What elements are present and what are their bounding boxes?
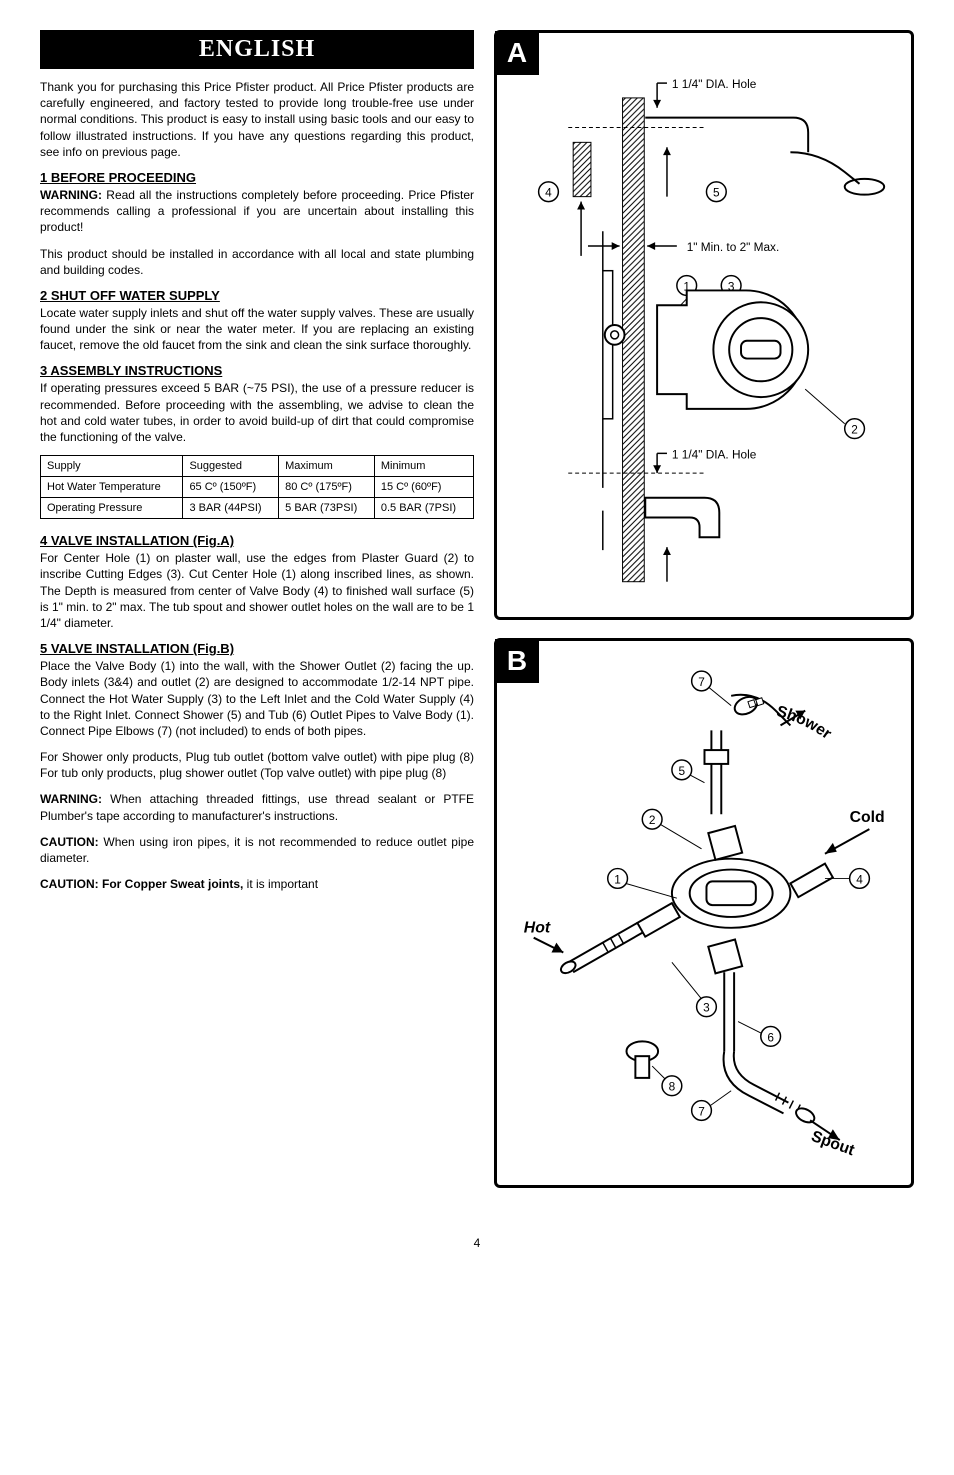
figB-callout-4: 4 [856, 872, 863, 886]
section-4-heading: 4 VALVE INSTALLATION (Fig.A) [40, 533, 474, 548]
figB-callout-8: 8 [669, 1080, 676, 1094]
figure-a: A 1 1/4" DIA. Hole [494, 30, 914, 620]
section-5-caution2: CAUTION: For Copper Sweat joints, it is … [40, 876, 474, 892]
warning-text: Read all the instructions completely bef… [40, 188, 474, 234]
cell: 3 BAR (44PSI) [183, 498, 279, 519]
figB-cold-label: Cold [850, 809, 885, 826]
figure-a-svg: 1 1/4" DIA. Hole [509, 45, 899, 605]
table-header-row: Supply Suggested Maximum Minimum [41, 456, 474, 477]
figure-b: B 7 Shower [494, 638, 914, 1188]
figA-depth-label: 1" Min. to 2" Max. [687, 240, 780, 254]
section-4-body: For Center Hole (1) on plaster wall, use… [40, 550, 474, 631]
figA-bottom-hole-label: 1 1/4" DIA. Hole [672, 447, 757, 461]
page-number: 4 [40, 1236, 914, 1250]
figure-b-label: B [495, 639, 539, 683]
intro-paragraph: Thank you for purchasing this Price Pfis… [40, 79, 474, 160]
section-3-heading: 3 ASSEMBLY INSTRUCTIONS [40, 363, 474, 378]
section-3-body: If operating pressures exceed 5 BAR (~75… [40, 380, 474, 445]
table-row: Hot Water Temperature 65 Cº (150ºF) 80 C… [41, 477, 474, 498]
cell: Hot Water Temperature [41, 477, 183, 498]
th-minimum: Minimum [374, 456, 473, 477]
caution-label: CAUTION: [40, 835, 99, 849]
section-1-warning: WARNING: Read all the instructions compl… [40, 187, 474, 236]
th-supply: Supply [41, 456, 183, 477]
section-1-p2: This product should be installed in acco… [40, 246, 474, 278]
cell: 0.5 BAR (7PSI) [374, 498, 473, 519]
warning-text: When attaching threaded fittings, use th… [40, 792, 474, 822]
spec-table: Supply Suggested Maximum Minimum Hot Wat… [40, 455, 474, 519]
section-5-p1: Place the Valve Body (1) into the wall, … [40, 658, 474, 739]
cell: 80 Cº (175ºF) [279, 477, 375, 498]
th-suggested: Suggested [183, 456, 279, 477]
figA-callout-4: 4 [545, 186, 552, 200]
figA-callout-5: 5 [713, 186, 720, 200]
warning-label: WARNING: [40, 188, 102, 202]
section-5-heading: 5 VALVE INSTALLATION (Fig.B) [40, 641, 474, 656]
cell: Operating Pressure [41, 498, 183, 519]
section-2-heading: 2 SHUT OFF WATER SUPPLY [40, 288, 474, 303]
cell: 5 BAR (73PSI) [279, 498, 375, 519]
section-5-warning: WARNING: When attaching threaded fitting… [40, 791, 474, 823]
cell: 65 Cº (150ºF) [183, 477, 279, 498]
figB-callout-6: 6 [767, 1030, 774, 1044]
table-row: Operating Pressure 3 BAR (44PSI) 5 BAR (… [41, 498, 474, 519]
caution-text: When using iron pipes, it is not recomme… [40, 835, 474, 865]
figB-callout-1: 1 [614, 872, 621, 886]
figB-callout-2: 2 [649, 813, 656, 827]
language-title: ENGLISH [40, 30, 474, 69]
figB-callout-7-top: 7 [698, 675, 705, 689]
figB-callout-5: 5 [678, 764, 685, 778]
section-2-body: Locate water supply inlets and shut off … [40, 305, 474, 354]
figure-a-label: A [495, 31, 539, 75]
warning-label: WARNING: [40, 792, 102, 806]
cell: 15 Cº (60ºF) [374, 477, 473, 498]
section-5-caution1: CAUTION: When using iron pipes, it is no… [40, 834, 474, 866]
figA-top-hole-label: 1 1/4" DIA. Hole [672, 77, 757, 91]
section-1-heading: 1 BEFORE PROCEEDING [40, 170, 474, 185]
section-5-p2: For Shower only products, Plug tub outle… [40, 749, 474, 781]
figB-callout-7-bottom: 7 [698, 1104, 705, 1118]
th-maximum: Maximum [279, 456, 375, 477]
caution-text: it is important [243, 877, 318, 891]
figB-hot-label: Hot [524, 920, 551, 937]
figB-callout-3: 3 [703, 1001, 710, 1015]
figure-b-svg: 7 Shower [509, 653, 899, 1173]
caution-label: CAUTION: For Copper Sweat joints, [40, 877, 243, 891]
figA-callout-2: 2 [851, 423, 858, 437]
